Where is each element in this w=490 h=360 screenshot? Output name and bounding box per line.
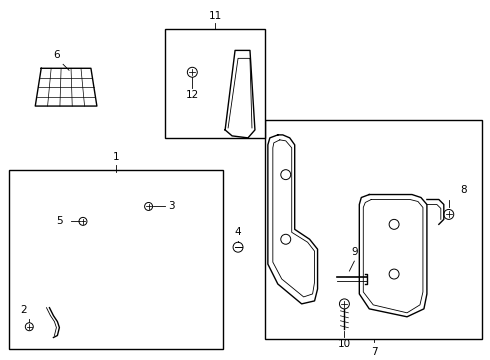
Text: 5: 5 xyxy=(56,216,63,226)
Text: 1: 1 xyxy=(113,152,119,162)
Text: 9: 9 xyxy=(351,247,358,257)
Text: 8: 8 xyxy=(461,185,467,194)
Text: 10: 10 xyxy=(338,339,351,349)
Bar xyxy=(166,28,265,138)
Text: 7: 7 xyxy=(371,347,377,357)
Text: 6: 6 xyxy=(53,50,59,60)
Bar xyxy=(265,120,482,339)
Text: 2: 2 xyxy=(20,305,26,315)
Text: 4: 4 xyxy=(235,227,242,237)
Text: 12: 12 xyxy=(186,90,199,100)
Text: 11: 11 xyxy=(209,10,222,21)
Text: 3: 3 xyxy=(169,202,175,211)
Bar xyxy=(9,170,223,348)
